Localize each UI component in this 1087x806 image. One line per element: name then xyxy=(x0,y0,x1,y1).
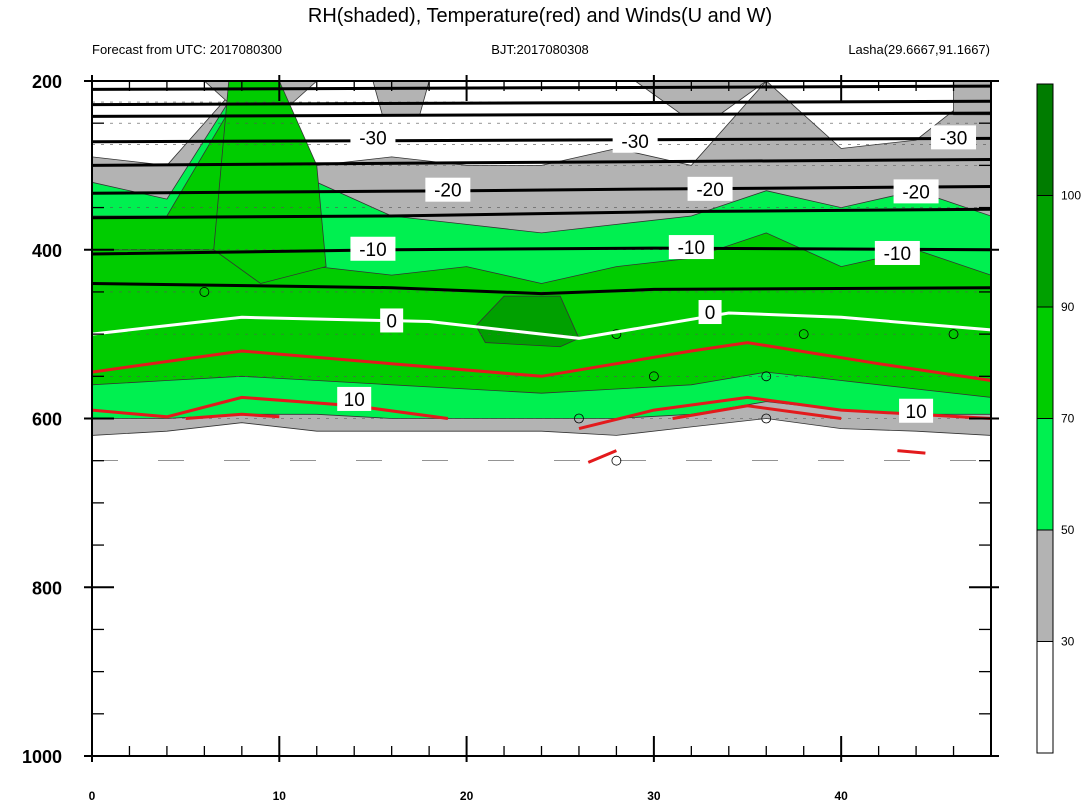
calm-wind-circle xyxy=(648,371,659,382)
colorbar-label: 70 xyxy=(1061,412,1075,426)
contour-label-box xyxy=(931,125,977,150)
contour-label: 10 xyxy=(337,386,372,411)
contour-label-box xyxy=(350,236,396,261)
colorbar-box xyxy=(1036,529,1054,642)
contour-label: -10 xyxy=(668,235,714,260)
calm-wind-circle xyxy=(611,455,622,466)
y-tick-label: 200 xyxy=(32,72,62,92)
temperature-contour-warm xyxy=(672,404,842,420)
temperature-contour-warm xyxy=(897,449,926,455)
x-tick-label: 20 xyxy=(460,789,474,803)
contour-label-text: 0 xyxy=(386,311,397,332)
contour-label: 0 xyxy=(698,300,722,325)
calm-wind-circle xyxy=(574,413,584,424)
contour-label-text: -20 xyxy=(434,181,461,202)
x-tick-label: 0 xyxy=(89,789,96,803)
contour-label: -20 xyxy=(687,176,733,201)
contour-label-box xyxy=(893,179,939,204)
colorbar-box xyxy=(1036,195,1054,308)
temperature-contour-warm xyxy=(91,341,992,382)
contour-label: -30 xyxy=(612,128,658,153)
contour-label-text: -30 xyxy=(621,132,648,153)
y-tick-label: 800 xyxy=(32,578,62,598)
y-tick-label: 600 xyxy=(32,410,62,430)
contour-labels: -30 -30 -30 -20 -20 -20 -10 -10 -10 0 0 10 10 xyxy=(337,125,977,423)
contour-label-text: 10 xyxy=(906,402,927,423)
contour-label-text: -20 xyxy=(696,180,723,201)
temperature-contour-warm xyxy=(578,395,992,431)
contour-label: -10 xyxy=(350,236,396,261)
temperature-contour-cold xyxy=(91,282,992,296)
temperature-contour-cold xyxy=(91,99,992,107)
colorbar-label: 30 xyxy=(1061,635,1075,649)
temperature-contour-warm xyxy=(587,449,617,464)
contour-label-text: -20 xyxy=(902,182,929,203)
contour-label: -30 xyxy=(350,125,396,150)
contour-label-box xyxy=(425,177,471,202)
contour-label-box xyxy=(350,125,396,150)
x-tick-label: 40 xyxy=(834,789,848,803)
temperature-contour-cold xyxy=(91,246,992,256)
right-subtitle: Lasha(29.6667,91.1667) xyxy=(848,42,990,57)
contour-label-box xyxy=(874,240,920,265)
x-tick-label: 10 xyxy=(273,789,287,803)
contour-label: 10 xyxy=(899,398,934,423)
contour-label-box xyxy=(687,176,733,201)
contour-label: -20 xyxy=(893,179,939,204)
contour-label-text: -30 xyxy=(940,128,967,149)
temperature-contour-cold xyxy=(91,111,992,118)
colorbar-box xyxy=(1036,641,1054,754)
colorbar-box xyxy=(1036,83,1054,196)
temperature-contour-cold xyxy=(91,207,992,220)
calm-wind-circle xyxy=(199,287,210,297)
colorbar-box xyxy=(1036,418,1054,531)
calm-wind-circle xyxy=(761,413,772,424)
contour-label-text: 0 xyxy=(705,303,716,324)
colorbar-label: 50 xyxy=(1061,523,1075,537)
contour-label: -30 xyxy=(931,125,977,150)
rh-patch-upper xyxy=(372,80,430,116)
contour-label-box xyxy=(668,235,714,260)
contour-label-box xyxy=(899,398,934,423)
contour-label: -20 xyxy=(425,177,471,202)
contour-label-text: 10 xyxy=(344,390,365,411)
temperature-contour-zero xyxy=(91,311,992,340)
center-subtitle: BJT:2017080308 xyxy=(491,42,589,57)
contour-label: -10 xyxy=(874,240,920,265)
contour-label: 0 xyxy=(380,308,404,333)
y-tick-label: 400 xyxy=(32,241,62,261)
contour-label-box xyxy=(698,300,722,325)
contour-label-text: -30 xyxy=(359,128,386,149)
contour-label-box xyxy=(612,128,658,153)
calm-wind-circle xyxy=(798,329,809,340)
x-tick-label: 30 xyxy=(647,789,661,803)
calm-wind-circle xyxy=(948,329,959,340)
y-tick-label: 1000 xyxy=(22,747,62,767)
chart-title: RH(shaded), Temperature(red) and Winds(U… xyxy=(308,5,772,27)
contour-label-text: -10 xyxy=(884,244,911,265)
colorbar-box xyxy=(1036,306,1054,419)
contour-label-box xyxy=(337,386,372,411)
colorbar-label: 90 xyxy=(1061,300,1075,314)
temperature-contour-warm xyxy=(185,412,280,420)
plot-area xyxy=(91,80,992,436)
temperature-contour-cold xyxy=(91,185,992,195)
colorbar-label: 100 xyxy=(1061,189,1081,203)
temperature-contour-warm xyxy=(91,395,449,420)
temperature-contour-cold xyxy=(91,158,992,167)
colorbar: 100 90 70 50 30 xyxy=(1036,83,1081,754)
contour-label-text: -10 xyxy=(359,240,386,261)
left-subtitle: Forecast from UTC: 2017080300 xyxy=(92,42,282,57)
contour-label-box xyxy=(380,308,404,333)
temperature-contour-cold xyxy=(91,136,992,144)
contour-label-text: -10 xyxy=(678,238,705,259)
calm-wind-circle xyxy=(761,371,772,382)
